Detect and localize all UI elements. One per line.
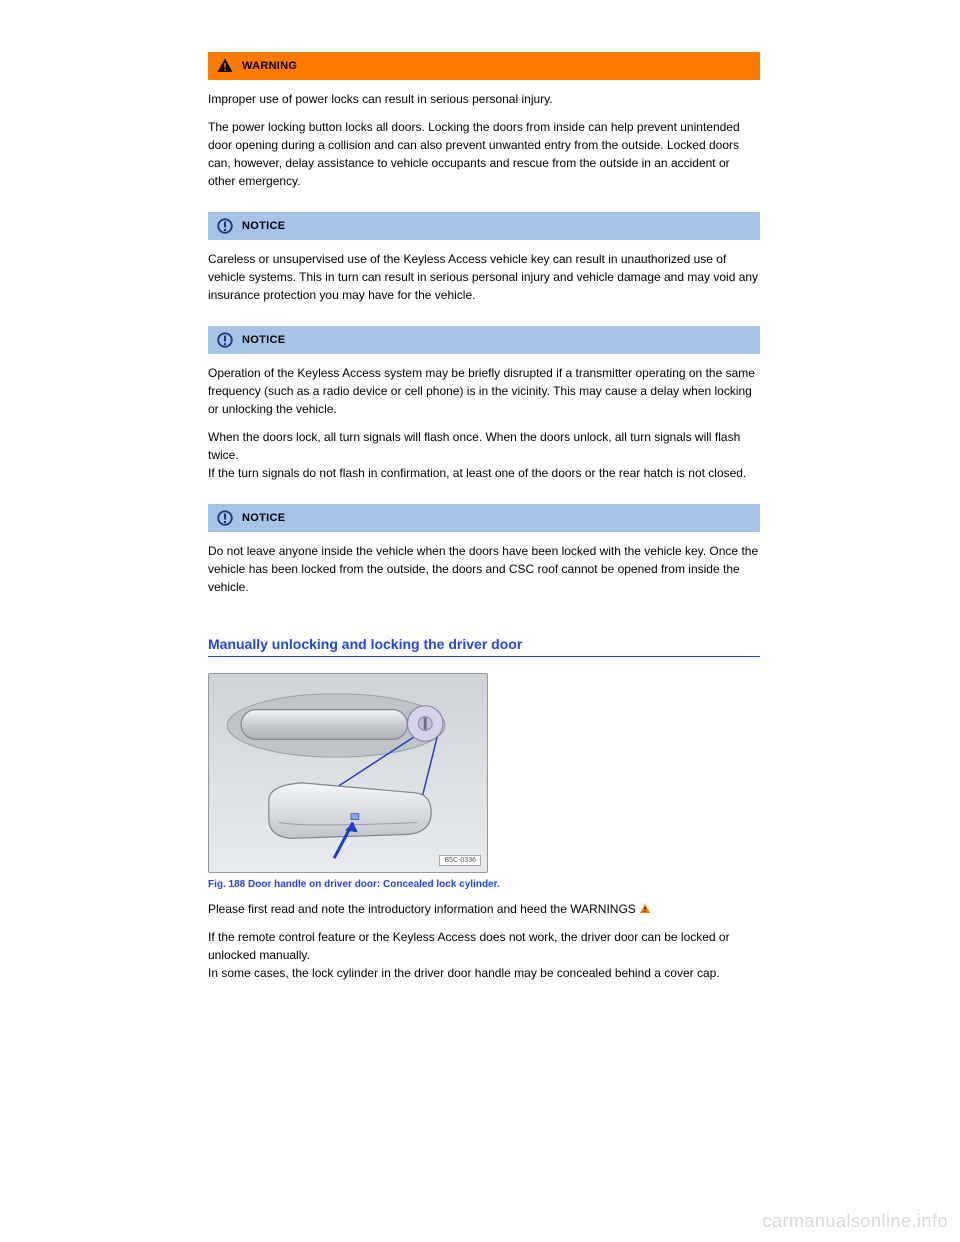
notice-callout-2: NOTICE bbox=[208, 326, 760, 354]
watermark: carmanualsonline.info bbox=[762, 1211, 948, 1232]
warning-label: WARNING bbox=[242, 60, 297, 72]
figure-caption: Fig. 188 Door handle on driver door: Con… bbox=[208, 879, 760, 890]
section-intro-text: Please first read and note the introduct… bbox=[208, 902, 639, 916]
notice-callout-3: NOTICE bbox=[208, 504, 760, 532]
warning-callout: WARNING bbox=[208, 52, 760, 80]
warning-text-1: Improper use of power locks can result i… bbox=[208, 90, 760, 108]
section-body: If the remote control feature or the Key… bbox=[208, 928, 760, 982]
notice-icon bbox=[216, 217, 234, 235]
notice-icon bbox=[216, 509, 234, 527]
door-handle-illustration bbox=[209, 674, 487, 872]
notice-icon bbox=[216, 331, 234, 349]
figure-tag: B5C-0336 bbox=[439, 855, 481, 866]
warning-triangle-icon bbox=[216, 57, 234, 75]
notice-text-2: Operation of the Keyless Access system m… bbox=[208, 364, 760, 418]
notice-callout-1: NOTICE bbox=[208, 212, 760, 240]
notice-text-1: Careless or unsupervised use of the Keyl… bbox=[208, 250, 760, 304]
paragraph-after-notice2: When the doors lock, all turn signals wi… bbox=[208, 428, 760, 482]
section-intro: Please first read and note the introduct… bbox=[208, 900, 760, 918]
notice-label-1: NOTICE bbox=[242, 220, 285, 232]
notice-label-3: NOTICE bbox=[242, 512, 285, 524]
figure-door-handle: B5C-0336 bbox=[208, 673, 488, 873]
section-heading: Manually unlocking and locking the drive… bbox=[208, 636, 760, 657]
warning-text-2: The power locking button locks all doors… bbox=[208, 118, 760, 190]
notice-label-2: NOTICE bbox=[242, 334, 285, 346]
notice-text-3: Do not leave anyone inside the vehicle w… bbox=[208, 542, 760, 596]
page: WARNING Improper use of power locks can … bbox=[0, 0, 960, 1242]
inline-warning-icon bbox=[639, 903, 651, 915]
